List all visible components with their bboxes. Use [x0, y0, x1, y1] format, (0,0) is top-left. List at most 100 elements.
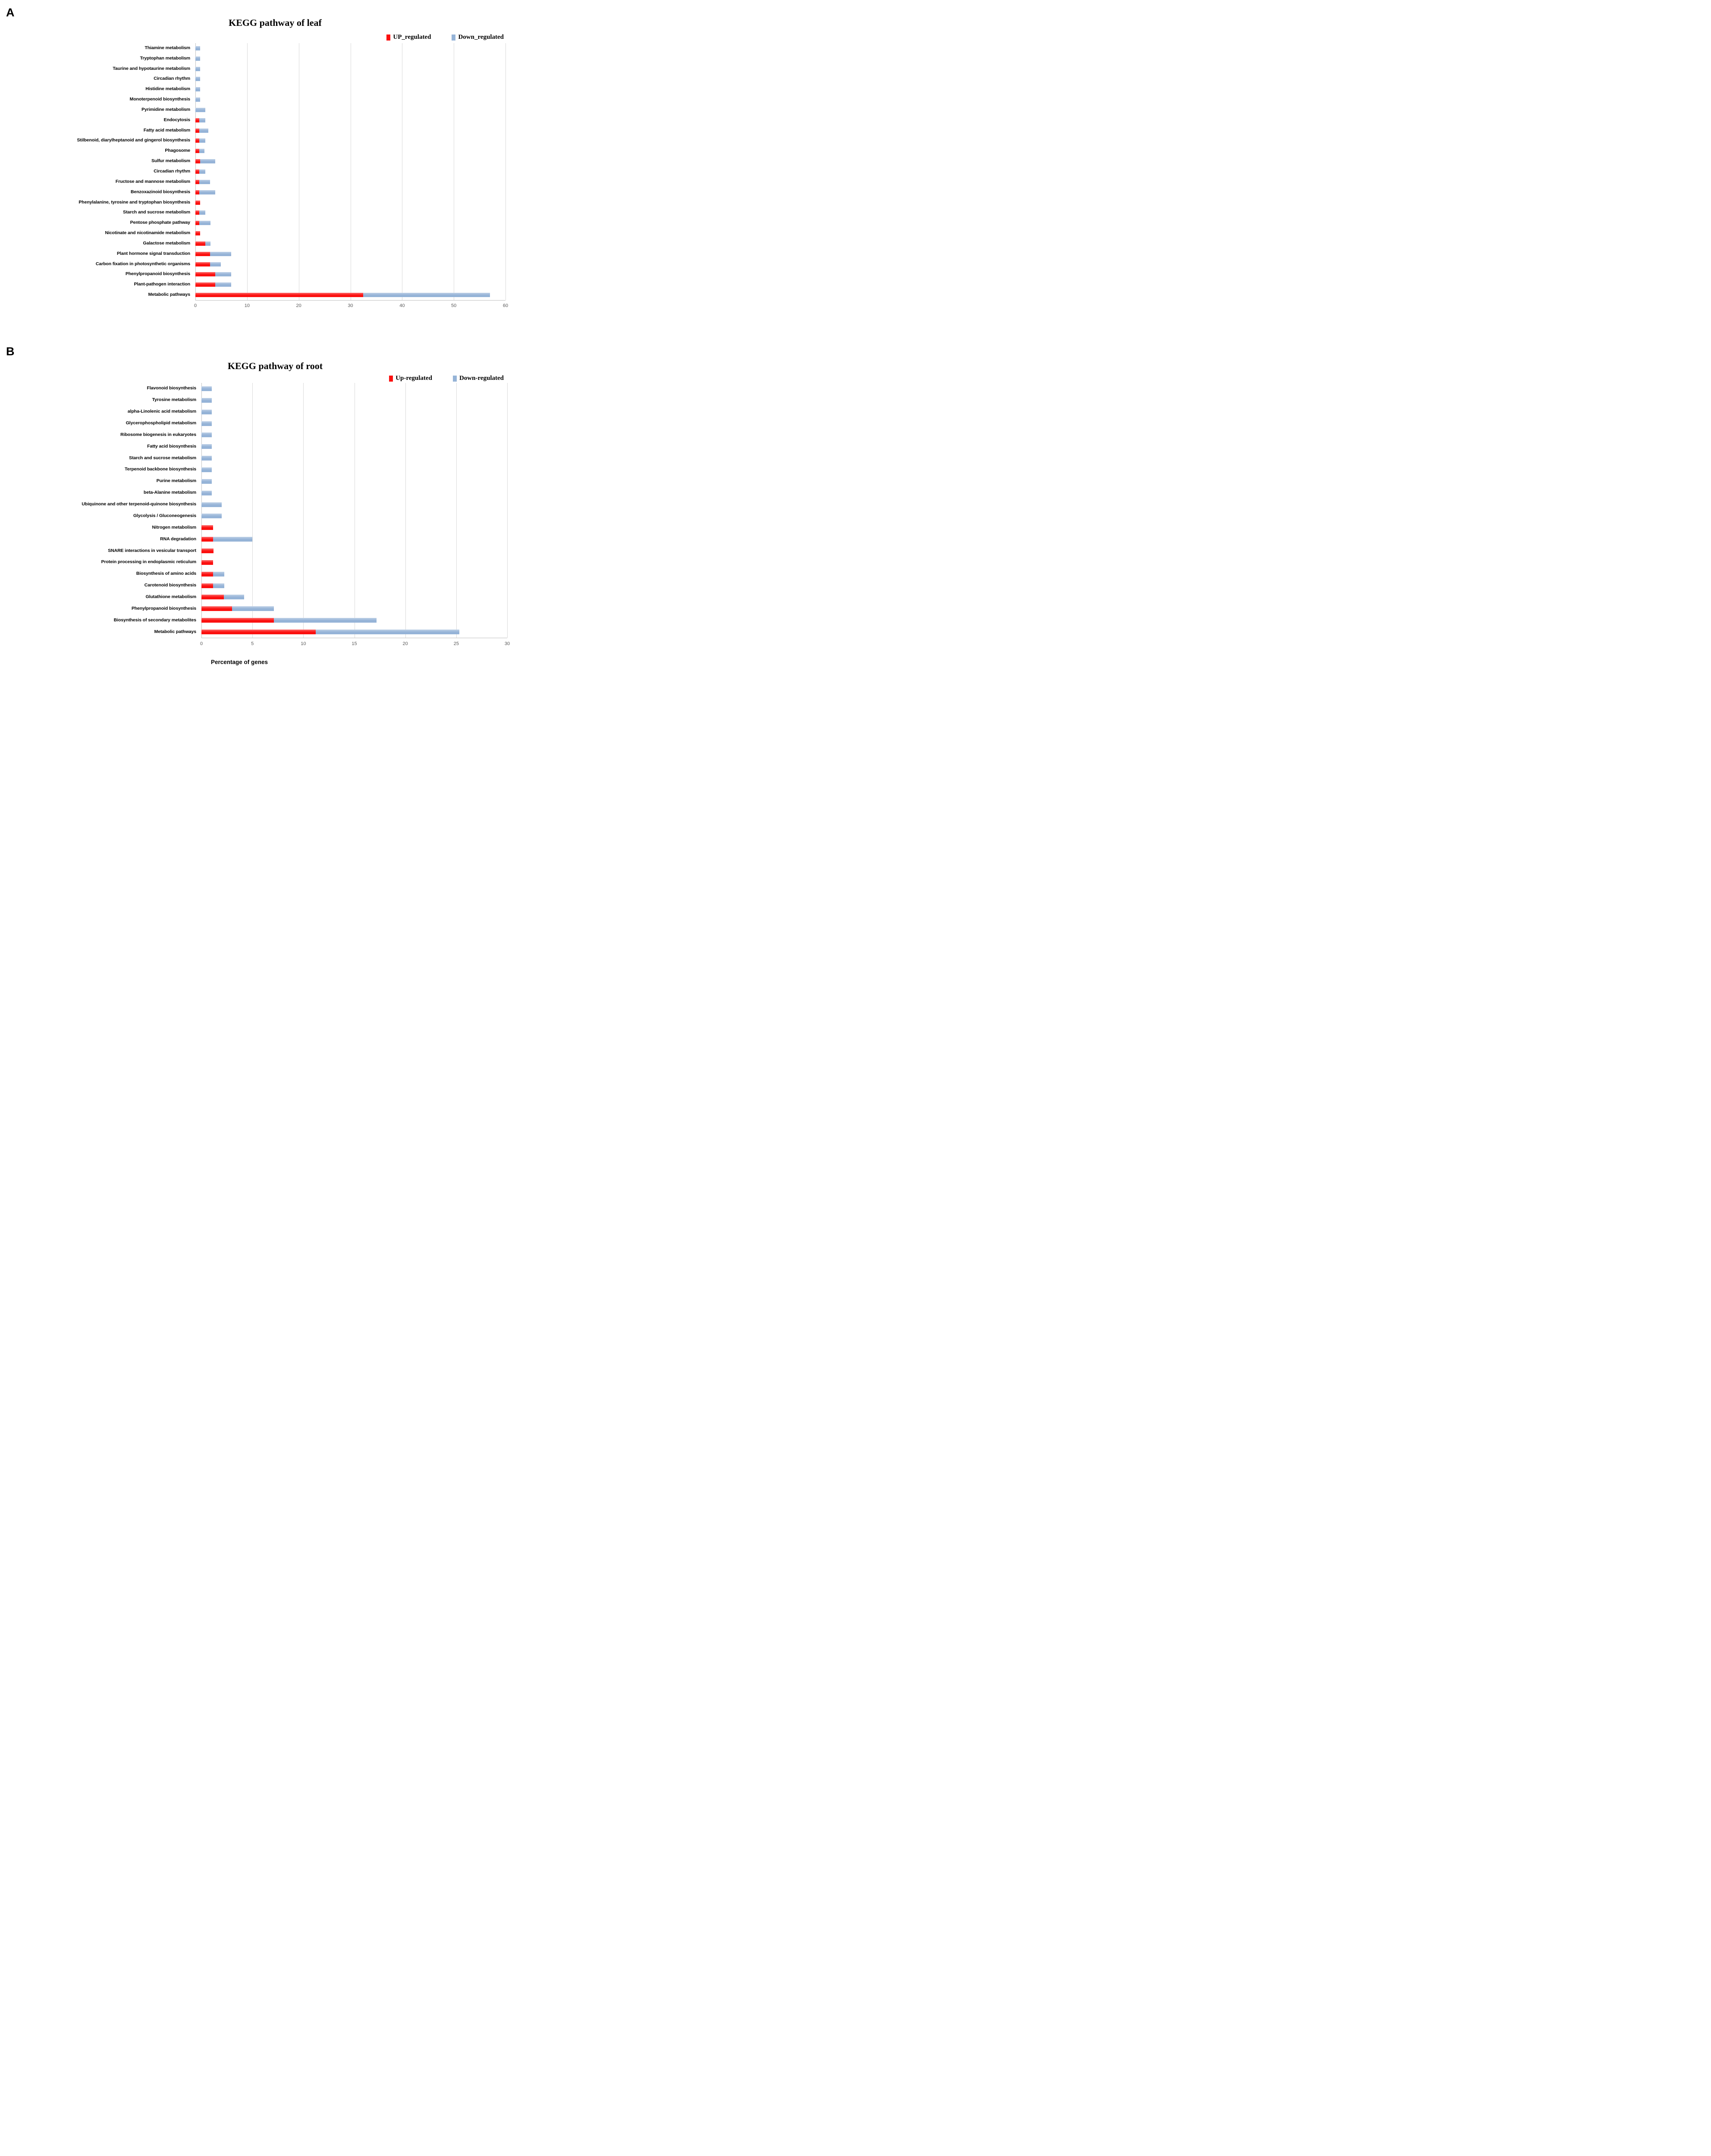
gridline: [247, 43, 248, 300]
bar-down-regulated: [201, 432, 212, 438]
category-label: Flavonoid biosynthesis: [147, 385, 197, 391]
down-regulated-swatch-icon: [452, 375, 457, 382]
category-label: Nitrogen metabolism: [152, 524, 196, 530]
bar-down-regulated: [215, 282, 232, 287]
legend-up-label-root: Up-regulated: [396, 375, 432, 382]
category-label: Taurine and hypotaurine metabolism: [113, 66, 190, 71]
bar-up-regulated: [195, 149, 199, 154]
bar-up-regulated: [195, 169, 199, 174]
category-label: Benzoxazinoid biosynthesis: [130, 189, 190, 194]
chart-title-root: KEGG pathway of root: [227, 360, 323, 371]
bar-down-regulated: [199, 190, 216, 194]
gridline: [507, 383, 508, 638]
bar-up-regulated: [201, 571, 213, 577]
gridline: [405, 383, 406, 638]
x-tick-label: 15: [352, 641, 357, 646]
category-label: Tryptophan metabolism: [140, 55, 190, 61]
bar-down-regulated: [195, 66, 200, 71]
bar-up-regulated: [195, 190, 199, 194]
category-label: Circadian rhythm: [154, 76, 190, 81]
category-label: RNA degradation: [160, 536, 196, 542]
bar-down-regulated: [201, 456, 212, 461]
x-tick-label: 20: [402, 641, 408, 646]
category-label: Ribosome biogenesis in eukaryotes: [120, 432, 196, 437]
category-label: Glycerophospholipid metabolism: [126, 420, 196, 426]
category-label: Phagosome: [165, 148, 190, 154]
category-label: Phenylpropanoid biosynthesis: [125, 271, 190, 277]
legend-item-up-root: Up-regulated: [389, 375, 432, 382]
legend-root: Up-regulated Down-regulated: [389, 375, 504, 382]
chart-title-leaf: KEGG pathway of leaf: [229, 17, 322, 28]
category-label: Ubiquinone and other terpenoid-quinone b…: [82, 501, 196, 507]
bar-down-regulated: [195, 77, 200, 81]
bar-down-regulated: [201, 467, 212, 472]
bar-up-regulated: [201, 606, 232, 611]
bar-down-regulated: [199, 138, 205, 143]
plot-area-leaf: [195, 43, 506, 301]
category-label: Terpenoid backbone biosynthesis: [125, 467, 196, 472]
bar-down-regulated: [195, 107, 205, 112]
category-label: Protein processing in endoplasmic reticu…: [101, 559, 196, 565]
category-label: Galactose metabolism: [143, 240, 191, 246]
panel-letter-b: B: [6, 345, 15, 358]
category-label: Glutathione metabolism: [145, 594, 197, 599]
category-label: Endocytosis: [163, 117, 190, 122]
bar-up-regulated: [195, 231, 200, 236]
figure: A KEGG pathway of leaf UP_regulated Down…: [0, 0, 513, 678]
category-label: Biosynthesis of amino acids: [136, 571, 196, 577]
bar-up-regulated: [201, 618, 274, 623]
x-axis-title: Percentage of genes: [210, 659, 268, 665]
x-tick-label: 25: [453, 641, 459, 646]
bar-up-regulated: [201, 537, 213, 542]
category-label: Sulfur metabolism: [151, 158, 190, 164]
bar-up-regulated: [195, 221, 199, 226]
x-tick-label: 5: [251, 641, 254, 646]
bar-down-regulated: [201, 479, 212, 484]
bar-up-regulated: [195, 118, 199, 122]
category-label: Pentose phosphate pathway: [130, 220, 190, 226]
bar-down-regulated: [201, 398, 212, 403]
category-label: Thiamine metabolism: [144, 45, 191, 50]
bar-down-regulated: [199, 210, 205, 215]
bar-down-regulated: [215, 272, 232, 277]
category-label: Plant hormone signal transduction: [117, 251, 190, 256]
y-axis-line: [201, 383, 202, 638]
bar-down-regulated: [205, 241, 210, 246]
x-tick-label: 10: [301, 641, 306, 646]
category-label: Fructose and mannose metabolism: [115, 179, 190, 184]
bar-up-regulated: [195, 179, 199, 184]
category-label: Fatty acid biosynthesis: [147, 443, 196, 449]
category-label: Phenylpropanoid biosynthesis: [131, 605, 196, 611]
legend-item-down-root: Down-regulated: [452, 375, 504, 382]
bar-down-regulated: [201, 409, 212, 414]
bar-up-regulated: [195, 272, 216, 277]
category-label: Circadian rhythm: [154, 169, 190, 174]
bar-down-regulated: [199, 149, 204, 154]
category-label: Histidine metabolism: [145, 86, 190, 92]
bar-down-regulated: [201, 386, 212, 391]
bar-down-regulated: [195, 46, 200, 50]
bar-down-regulated: [199, 118, 205, 122]
up-regulated-swatch-icon: [386, 34, 391, 41]
bar-down-regulated: [201, 514, 222, 519]
bar-up-regulated: [195, 282, 215, 287]
legend-down-label-leaf: Down_regulated: [458, 34, 504, 41]
x-tick-label: 60: [502, 303, 509, 308]
bar-up-regulated: [195, 128, 199, 133]
bar-up-regulated: [195, 262, 210, 266]
category-label: Metabolic pathways: [154, 629, 197, 634]
x-tick-label: 30: [348, 303, 353, 308]
category-label: Phenylalanine, tyrosine and tryptophan b…: [78, 199, 190, 205]
legend-leaf: UP_regulated Down_regulated: [386, 34, 504, 41]
x-tick-label: 50: [451, 303, 457, 308]
bar-down-regulated: [232, 606, 274, 611]
category-label: Biosynthesis of secondary metabolites: [113, 617, 196, 623]
bar-down-regulated: [210, 251, 232, 256]
bar-down-regulated: [201, 421, 212, 426]
bar-down-regulated: [210, 262, 221, 266]
bar-down-regulated: [213, 583, 225, 588]
bar-down-regulated: [201, 502, 222, 507]
bar-down-regulated: [199, 221, 210, 226]
bar-up-regulated: [195, 200, 200, 205]
category-label: SNARE interactions in vesicular transpor…: [108, 548, 196, 553]
